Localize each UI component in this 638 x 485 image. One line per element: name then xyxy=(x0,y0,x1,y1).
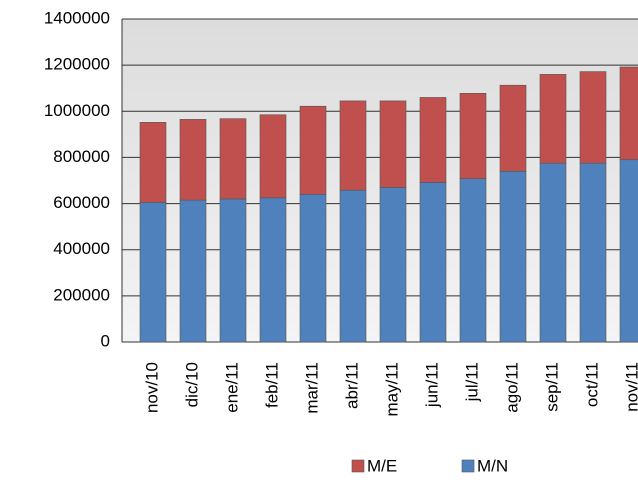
bar-segment xyxy=(619,66,638,161)
legend-label: M/E xyxy=(367,456,397,475)
x-tick-label: may/11 xyxy=(382,362,401,417)
x-tick-label: ago/11 xyxy=(502,362,521,413)
bar-segment xyxy=(219,198,247,343)
bar-segment xyxy=(499,84,527,172)
bar-segment xyxy=(179,119,207,201)
bar-segment xyxy=(339,100,367,191)
bar-segment xyxy=(259,197,287,343)
bar-segment xyxy=(459,92,487,179)
bar-segment xyxy=(299,194,327,343)
y-tick-label: 600000 xyxy=(53,193,110,212)
x-tick-label: jul/11 xyxy=(462,362,481,402)
x-tick-label: jun/11 xyxy=(422,362,441,408)
x-tick-label: nov/10 xyxy=(142,362,161,413)
legend-swatch xyxy=(351,459,365,473)
bar-segment xyxy=(499,170,527,343)
bar-segment xyxy=(379,187,407,343)
bar-segment xyxy=(419,182,447,343)
x-tick-label: dic/10 xyxy=(182,362,201,407)
bar-segment xyxy=(579,162,607,343)
bar-segment xyxy=(459,178,487,343)
bar-segment xyxy=(539,162,567,343)
x-tick-label: nov/11 xyxy=(622,362,638,412)
x-tick-label: feb/11 xyxy=(262,362,281,408)
bar-segment xyxy=(139,122,167,203)
bar-segment xyxy=(179,199,207,343)
x-tick-label: sep/11 xyxy=(542,362,561,412)
x-tick-label: oct/11 xyxy=(582,362,601,407)
x-tick-label: abr/11 xyxy=(342,362,361,409)
x-tick-label: ene/11 xyxy=(222,362,241,413)
y-tick-label: 400000 xyxy=(53,239,110,258)
y-tick-label: 1400000 xyxy=(44,8,110,27)
y-tick-label: 1000000 xyxy=(44,101,110,120)
bar-segment xyxy=(379,100,407,188)
legend-label: M/N xyxy=(477,456,508,475)
y-tick-label: 800000 xyxy=(53,147,110,166)
bar-segment xyxy=(219,118,247,200)
y-tick-label: 1200000 xyxy=(44,55,110,74)
y-tick-label: 200000 xyxy=(53,285,110,304)
y-tick-label: 0 xyxy=(101,331,110,350)
bar-segment xyxy=(139,202,167,343)
bar-segment xyxy=(579,71,607,164)
bar-segment xyxy=(419,97,447,183)
bar-segment xyxy=(539,74,567,164)
bar-segment xyxy=(339,189,367,343)
bar-segment xyxy=(299,105,327,195)
x-tick-label: mar/11 xyxy=(302,362,321,414)
bar-segment xyxy=(259,114,287,199)
legend-swatch xyxy=(461,459,475,473)
bar-segment xyxy=(619,159,638,343)
